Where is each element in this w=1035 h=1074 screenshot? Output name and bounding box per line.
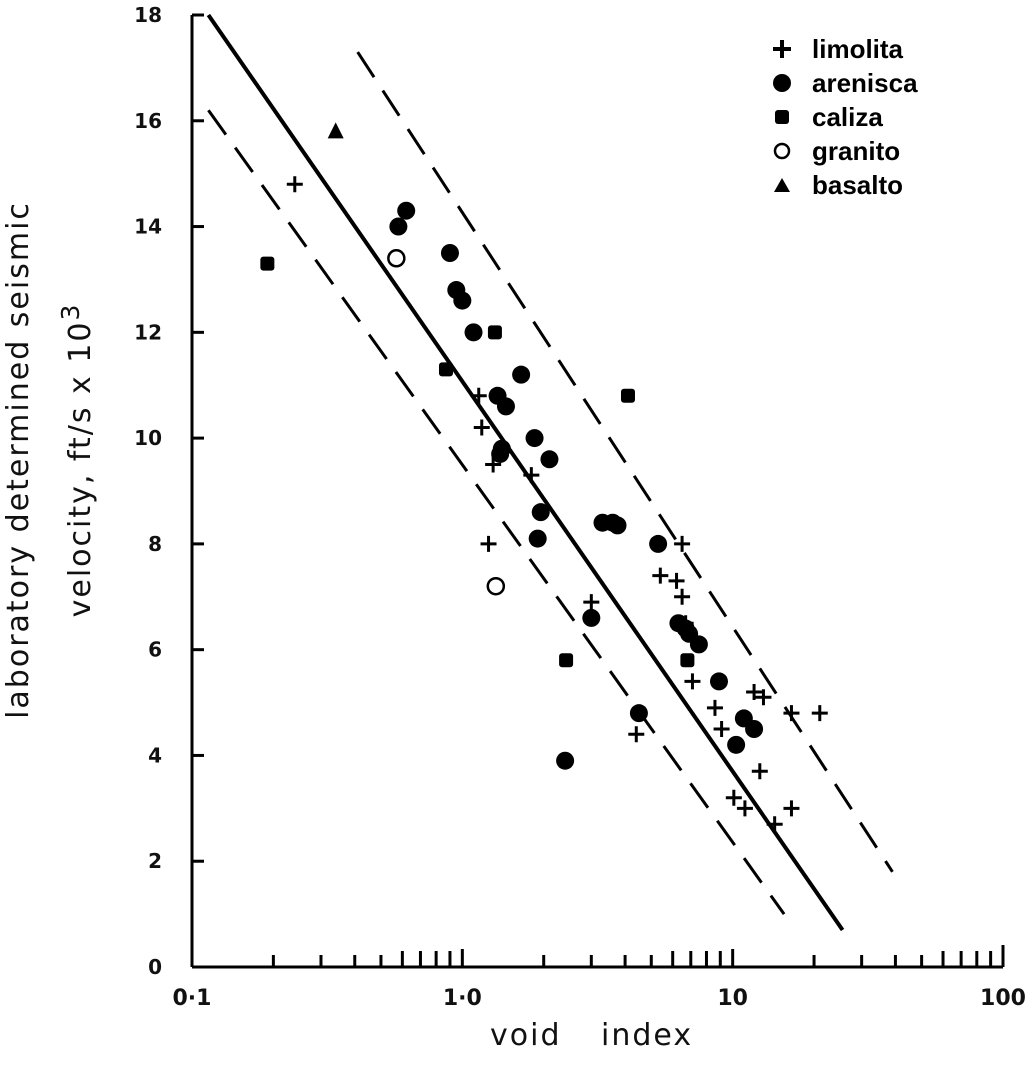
point-arenisca [629,704,648,723]
point-limolita [628,726,645,743]
point-limolita [783,800,800,817]
point-limolita [746,683,763,700]
regression-lines [206,13,894,932]
x-tick-label: 1·0 [443,986,482,1011]
y-tick-label: 8 [148,532,162,556]
y-tick-label: 4 [148,743,162,767]
point-limolita [713,721,730,737]
regression-line-dashed [207,109,786,915]
open-circle-marker-icon [752,136,812,166]
point-limolita [736,800,753,817]
y-tick-label: 12 [134,320,162,344]
point-arenisca [608,516,627,535]
x-tick-label: 10 [717,986,748,1011]
point-arenisca [689,635,708,654]
point-limolita [668,572,685,589]
point-limolita [473,419,490,436]
point-arenisca [709,672,728,691]
legend-label: limolita [812,33,904,64]
point-limolita [725,789,742,806]
point-limolita [480,535,497,552]
point-arenisca [496,397,515,416]
y-tick-label: 14 [134,215,162,239]
y-axis-label: laboratory determined seismic velocity, … [1,120,98,800]
point-limolita [783,705,800,722]
point-caliza [438,362,453,377]
triangle-marker-icon [752,170,812,200]
point-arenisca [464,323,483,342]
y-tick-label: 16 [134,109,162,133]
point-arenisca [453,291,472,310]
point-arenisca [389,217,408,236]
legend-item-caliza: caliza [752,100,918,134]
point-limolita [674,588,691,605]
point-arenisca [649,534,668,553]
point-arenisca [440,244,459,262]
plot-axes [190,15,1003,969]
point-arenisca [531,503,550,522]
filled-square-marker-icon [752,102,812,132]
point-arenisca [525,429,544,448]
point-arenisca [397,201,416,220]
y-tick-label: 18 [134,3,162,27]
point-limolita [652,567,669,584]
point-granito [387,249,406,268]
y-tick-label: 10 [134,426,162,450]
point-caliza [620,388,635,403]
y-tick-label: 6 [148,638,162,662]
point-limolita [706,699,723,716]
legend-label: basalto [812,169,904,200]
point-limolita [684,673,701,690]
point-limolita [523,467,540,484]
point-limolita [674,535,691,552]
filled-circle-marker-icon [752,68,812,98]
point-limolita [470,387,487,404]
y-tick-label: 2 [148,849,162,873]
legend-item-limolita: limolita [752,32,918,66]
point-arenisca [540,450,559,469]
point-limolita [583,594,600,611]
x-axis-label: void index [490,1018,694,1053]
legend-item-arenisca: arenisca [752,66,918,100]
x-tick-label: 100 [980,986,1026,1011]
point-limolita [811,705,828,722]
regression-line-solid [206,13,845,932]
point-arenisca [556,751,575,770]
legend-label: caliza [812,101,883,132]
legend: limolita arenisca caliza granito basalto [752,32,918,202]
plus-marker-icon [752,34,812,64]
point-caliza [487,325,502,340]
point-caliza [559,653,574,668]
y-axis-label-line-2: velocity, ft/s x 10 [63,320,99,618]
regression-line-dashed [356,51,894,873]
axis-ticks [190,13,1005,969]
point-granito [486,576,506,596]
point-arenisca [745,720,764,738]
point-limolita [286,176,303,193]
point-limolita [751,763,768,780]
point-arenisca [528,529,547,548]
point-caliza [680,653,695,668]
point-arenisca [727,735,746,754]
legend-item-granito: granito [752,134,918,168]
point-basalto [327,122,344,139]
data-points [260,122,828,833]
point-arenisca [512,365,531,384]
point-limolita [755,689,772,706]
legend-item-basalto: basalto [752,168,918,202]
point-arenisca [582,608,601,627]
legend-label: granito [812,135,901,166]
point-caliza [260,256,275,271]
y-axis-label-exponent: 3 [56,302,86,321]
x-tick-label: 0·1 [173,986,212,1011]
y-axis-label-line-1: laboratory determined seismic [1,201,37,719]
legend-label: arenisca [812,67,918,98]
y-tick-label: 0 [148,955,162,979]
point-arenisca [491,444,510,463]
axis-tick-labels: 0 2 4 6 8 10 12 14 16 18 0·1 1·0 10 100 [134,3,1026,1011]
point-limolita [766,816,783,833]
